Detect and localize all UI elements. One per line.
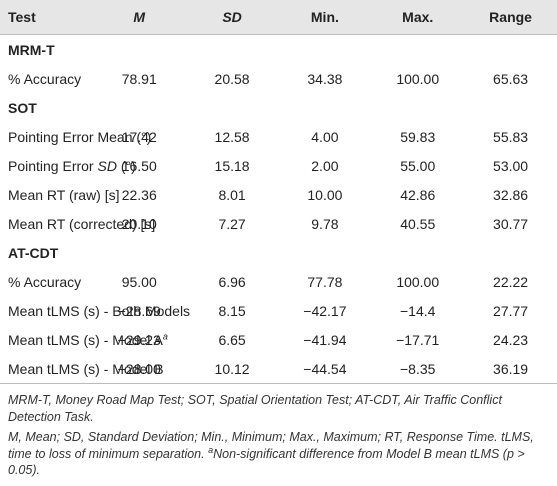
section-title: MRM-T (8, 41, 55, 58)
cell-value: 10.00 (307, 186, 343, 203)
data-row: Mean tLMS (s) - Model B −28.00 10.12 −44.54… (0, 354, 557, 384)
cell-value: 53.00 (493, 157, 529, 174)
text-segment: Pointing Error (8, 157, 98, 174)
header-row: Test M SD Min. Max. Range (0, 0, 557, 35)
column-header: M (92, 0, 186, 35)
cell-value: 22.22 (493, 273, 529, 290)
cell-value: 78.91 (121, 70, 157, 87)
cell-value: 24.23 (493, 331, 529, 348)
text-segment: Non-significant difference from Model B … (8, 446, 525, 478)
row-label: Mean RT (corrected) [s] (0, 209, 155, 238)
table-body: MRM-T % Accuracy 78.91 20.58 34.38 100.00 65.6… (0, 35, 557, 384)
footnote: M, Mean; SD, Standard Deviation; Min., M… (8, 429, 549, 479)
data-row: % Accuracy 78.91 20.58 34.38 100.00 65.63 (0, 64, 557, 93)
cell-value: −8.35 (371, 354, 465, 384)
cell-value: 36.19 (464, 354, 557, 384)
cell-value: 100.00 (396, 273, 440, 290)
section-row: AT-CDT (0, 238, 557, 267)
column-header: Min. (278, 0, 372, 35)
cell-value: 8.01 (218, 186, 246, 203)
cell-value: 32.86 (493, 186, 529, 203)
text-segment: % Accuracy (8, 273, 82, 290)
row-label: Mean tLMS (s) - Model B (0, 354, 164, 384)
text-segment: MRM-T, Money Road Map Test; SOT, Spatial… (8, 393, 502, 424)
cell-value: 4.00 (311, 128, 339, 145)
cell-value: 10.12 (185, 354, 279, 384)
cell-value: 95.00 (121, 273, 157, 290)
cell-value: 27.77 (493, 302, 529, 319)
text-segment: % Accuracy (8, 70, 82, 87)
cell-value: 55.83 (493, 128, 529, 145)
text-segment: a (208, 444, 214, 455)
cell-value: 6.96 (218, 273, 246, 290)
column-header: Max. (371, 0, 465, 35)
cell-value: 65.63 (493, 70, 529, 87)
data-row: Mean RT (corrected) [s] 20.10 7.27 9.78 40.5… (0, 209, 557, 238)
column-header: Range (464, 0, 557, 35)
cell-value: 17.42 (121, 128, 157, 145)
cell-value: −42.17 (303, 302, 347, 319)
section-row: MRM-T (0, 35, 557, 65)
cell-value: 16.50 (121, 157, 157, 174)
text-segment: Mean RT (raw) [s] (8, 186, 120, 203)
data-row: Pointing Error Mean (°) 17.42 12.58 4.00 59.… (0, 122, 557, 151)
cell-value: 8.15 (218, 302, 246, 319)
cell-value: −44.54 (278, 354, 372, 384)
row-label: Mean tLMS (s) - Both Models (0, 296, 190, 325)
cell-value: −28.00 (92, 354, 186, 384)
text-segment: M, Mean; SD, Standard Deviation; Min., M… (8, 430, 534, 461)
footnotes: MRM-T, Money Road Map Test; SOT, Spatial… (0, 384, 557, 479)
section-title: SOT (8, 99, 37, 116)
data-row: Pointing Error SD (°) 16.50 15.18 2.00 55.00… (0, 151, 557, 180)
row-label: % Accuracy (0, 267, 93, 296)
text-segment: a (162, 330, 168, 341)
cell-value: 42.86 (400, 186, 436, 203)
text-segment: Pointing Error Mean (°) (8, 128, 152, 145)
cell-value: 55.00 (400, 157, 436, 174)
data-row: Mean tLMS (s) - Model Aa −29.23 6.65 −41.94… (0, 325, 557, 354)
text-segment: Mean tLMS (s) - Model A (8, 331, 163, 348)
text-segment: (°) (116, 157, 136, 174)
data-row: Mean RT (raw) [s] 22.36 8.01 10.00 42.86 32.8… (0, 180, 557, 209)
cell-value: 20.58 (214, 70, 250, 87)
text-segment: SD (97, 157, 117, 174)
cell-value: 40.55 (400, 215, 436, 232)
column-header: Test (0, 0, 93, 35)
row-label: Mean tLMS (s) - Model Aa (0, 325, 168, 354)
section-title: AT-CDT (8, 244, 59, 261)
cell-value: 34.38 (307, 70, 343, 87)
cell-value: −29.23 (117, 331, 161, 348)
cell-value: 6.65 (218, 331, 246, 348)
row-label: Pointing Error SD (°) (0, 151, 136, 180)
section-row: SOT (0, 93, 557, 122)
text-segment: Mean RT (corrected) [s] (8, 215, 156, 232)
text-segment: Mean tLMS (s) - Both Models (8, 302, 191, 319)
cell-value: −28.69 (117, 302, 161, 319)
cell-value: 59.83 (400, 128, 436, 145)
cell-value: 77.78 (307, 273, 343, 290)
cell-value: 15.18 (214, 157, 250, 174)
data-row: % Accuracy 95.00 6.96 77.78 100.00 22.22 (0, 267, 557, 296)
cell-value: 30.77 (493, 215, 529, 232)
row-label: Mean RT (raw) [s] (0, 180, 120, 209)
row-label: Pointing Error Mean (°) (0, 122, 151, 151)
cell-value: 22.36 (121, 186, 157, 203)
cell-value: −17.71 (396, 331, 440, 348)
row-label: % Accuracy (0, 64, 93, 93)
data-table: Test M SD Min. Max. Range MRM-T% Accuracy 78.9… (0, 0, 557, 384)
cell-value: −14.4 (400, 302, 436, 319)
data-row: Mean tLMS (s) - Both Models −28.69 8.15 −42… (0, 296, 557, 325)
footnote: MRM-T, Money Road Map Test; SOT, Spatial… (8, 392, 549, 425)
cell-value: 9.78 (311, 215, 339, 232)
column-header: SD (185, 0, 279, 35)
cell-value: 20.10 (121, 215, 157, 232)
cell-value: 2.00 (311, 157, 339, 174)
cell-value: 12.58 (214, 128, 250, 145)
cell-value: 100.00 (396, 70, 440, 87)
cell-value: 7.27 (218, 215, 246, 232)
cell-value: −41.94 (303, 331, 347, 348)
